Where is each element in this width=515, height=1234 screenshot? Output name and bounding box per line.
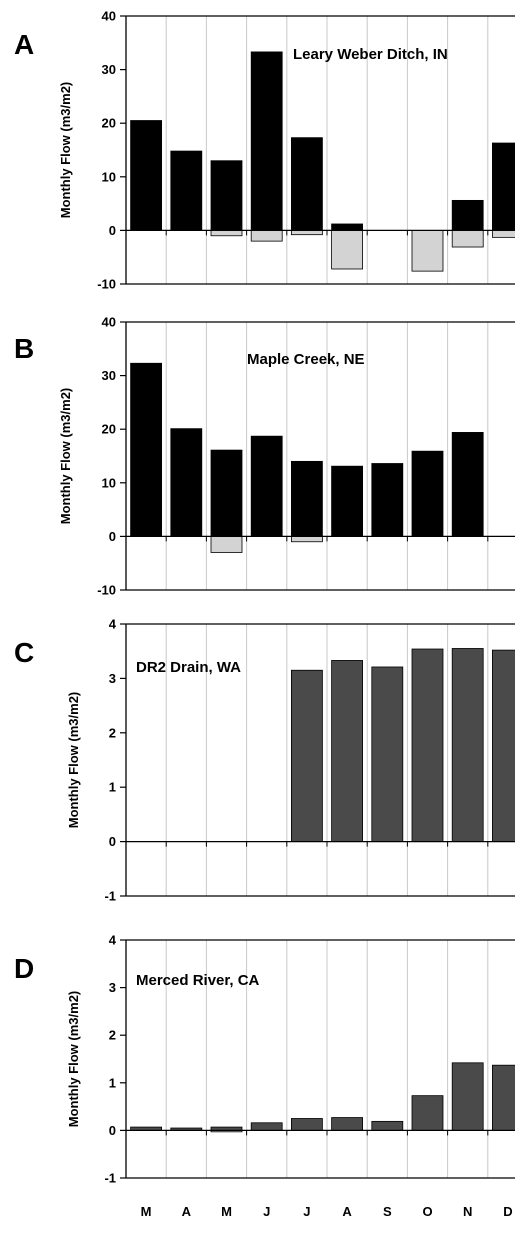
y-tick-label: 0 xyxy=(109,529,116,544)
bar-j-5-series-1 xyxy=(290,460,323,537)
bar-a-2-series-1 xyxy=(170,428,203,537)
bar-j-4-series-1 xyxy=(250,435,283,537)
bar-j-4-series-1 xyxy=(250,51,283,231)
x-tick-label-10: D xyxy=(503,1204,512,1219)
bar-n-9-series-1 xyxy=(451,648,484,842)
bar-a-6-series-1 xyxy=(331,1117,364,1131)
bar-m-3-series-1 xyxy=(210,160,243,231)
y-axis-label: Monthly Flow (m3/m2) xyxy=(58,388,73,525)
y-tick-label: 2 xyxy=(109,1028,116,1043)
bar-o-8-series-1 xyxy=(411,648,444,842)
bar-a-2-series-1 xyxy=(170,150,203,231)
bar-d-10-series-1 xyxy=(491,1064,515,1131)
bar-j-5-series-1 xyxy=(290,669,323,842)
x-tick-label-5: J xyxy=(303,1204,310,1219)
bar-s-7-series-1 xyxy=(371,1120,404,1131)
y-tick-label: 0 xyxy=(109,1123,116,1138)
y-tick-label: -10 xyxy=(97,277,116,292)
y-tick-label: 3 xyxy=(109,980,116,995)
chart-title: Merced River, CA xyxy=(136,972,260,989)
y-tick-label: 3 xyxy=(109,671,116,686)
y-tick-label: -10 xyxy=(97,583,116,598)
bar-n-9-series-1 xyxy=(451,1062,484,1131)
x-tick-label-8: O xyxy=(422,1204,432,1219)
panel-letter: D xyxy=(14,953,34,984)
bar-m-3-series-2 xyxy=(210,536,243,553)
bar-j-5-series-1 xyxy=(290,1118,323,1131)
y-tick-label: 40 xyxy=(102,315,116,330)
bar-j-5-series-2 xyxy=(290,536,323,543)
x-tick-label-2: A xyxy=(182,1204,192,1219)
y-tick-label: 20 xyxy=(102,422,116,437)
chart-panel-d: -1 0 1 2 3 4 Monthly Flow (m3/m2) D Merced River… xyxy=(14,933,515,1219)
x-tick-label-4: J xyxy=(263,1204,270,1219)
y-tick-label: 4 xyxy=(109,617,117,632)
bar-o-8-series-1 xyxy=(411,1095,444,1131)
bar-m-1-series-1 xyxy=(130,362,163,537)
y-tick-label: 30 xyxy=(102,368,116,383)
chart-title: Leary Weber Ditch, IN xyxy=(293,46,448,63)
chart-title: Maple Creek, NE xyxy=(247,351,365,368)
bar-d-10-series-1 xyxy=(491,142,515,231)
bar-a-6-series-1 xyxy=(331,660,364,842)
bar-a-6-series-1 xyxy=(331,223,364,231)
bar-n-9-series-1 xyxy=(451,199,484,231)
bar-a-6-series-2 xyxy=(331,229,364,270)
y-tick-label: 40 xyxy=(102,9,116,24)
y-tick-label: 10 xyxy=(102,169,116,184)
chart-title: DR2 Drain, WA xyxy=(136,659,241,676)
bar-m-1-series-1 xyxy=(130,120,163,231)
y-axis-label: Monthly Flow (m3/m2) xyxy=(66,991,81,1128)
bar-s-7-series-1 xyxy=(371,666,404,843)
y-tick-label: 0 xyxy=(109,223,116,238)
y-tick-label: 1 xyxy=(109,1075,116,1090)
y-axis-label: Monthly Flow (m3/m2) xyxy=(66,692,81,829)
y-tick-label: 30 xyxy=(102,62,116,77)
bar-m-3-series-2 xyxy=(210,229,243,237)
x-tick-label-3: M xyxy=(221,1204,232,1219)
x-tick-label-9: N xyxy=(463,1204,472,1219)
panel-letter: B xyxy=(14,333,34,364)
bar-j-4-series-2 xyxy=(250,229,283,242)
bar-m-3-series-1 xyxy=(210,449,243,537)
bar-o-8-series-2 xyxy=(411,229,444,272)
y-tick-label: 1 xyxy=(109,780,116,795)
bar-s-7-series-1 xyxy=(371,463,404,537)
x-tick-label-6: A xyxy=(342,1204,352,1219)
panel-letter: C xyxy=(14,637,34,668)
bar-n-9-series-2 xyxy=(451,229,484,248)
bar-a-6-series-1 xyxy=(331,465,364,537)
chart-panel-c: -1 0 1 2 3 4 Monthly Flow (m3/m2) C DR2 Drain, W… xyxy=(14,617,515,904)
bar-d-10-series-2 xyxy=(491,229,515,238)
y-tick-label: -1 xyxy=(104,1171,116,1186)
bar-j-5-series-1 xyxy=(290,137,323,231)
y-tick-label: 10 xyxy=(102,475,116,490)
bar-j-4-series-1 xyxy=(250,1122,283,1131)
y-tick-label: 4 xyxy=(109,933,117,948)
panel-letter: A xyxy=(14,29,34,60)
chart-panel-a: -10 0 10 20 30 40 Monthly Flow (m3/m2) A Leary W… xyxy=(14,9,515,292)
y-tick-label: 2 xyxy=(109,725,116,740)
chart-panel-b: -10 0 10 20 30 40 Monthly Flow (m3/m2) B Maple C… xyxy=(14,315,515,598)
bar-o-8-series-1 xyxy=(411,450,444,537)
bar-d-10-series-1 xyxy=(491,649,515,843)
y-tick-label: -1 xyxy=(104,889,116,904)
y-tick-label: 0 xyxy=(109,834,116,849)
x-tick-label-1: M xyxy=(141,1204,152,1219)
y-tick-label: 20 xyxy=(102,116,116,131)
y-axis-label: Monthly Flow (m3/m2) xyxy=(58,82,73,219)
x-tick-label-7: S xyxy=(383,1204,392,1219)
bar-n-9-series-1 xyxy=(451,432,484,537)
